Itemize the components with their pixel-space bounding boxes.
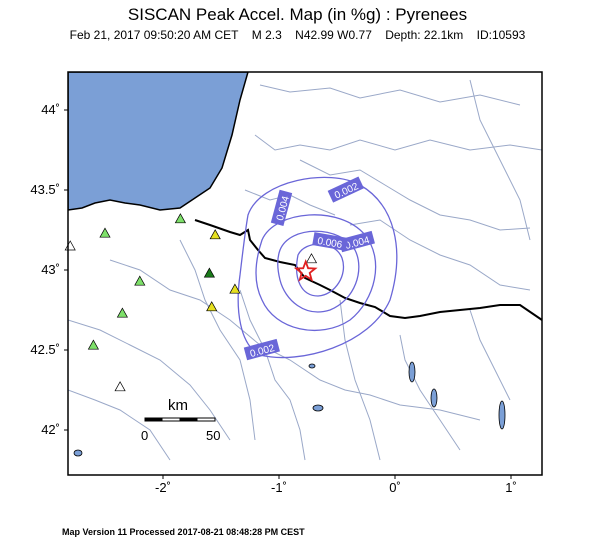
- stations-layer: [64, 213, 318, 392]
- contour-label: 0.006: [312, 232, 348, 251]
- station-marker: [229, 283, 241, 294]
- lon-label-minus2: -2˚: [155, 480, 171, 495]
- lon-label-1: 1˚: [505, 480, 517, 495]
- map-frame: [67, 71, 543, 476]
- station-marker: [209, 229, 221, 240]
- lat-label-44: 44˚: [41, 102, 60, 117]
- epicenter-star-icon: [293, 259, 318, 282]
- lakes: [73, 361, 506, 457]
- epicenter-layer: [293, 259, 318, 282]
- sea-area: [68, 72, 249, 211]
- scale-tick-0: 0: [141, 428, 149, 443]
- contour-label-text: 0.006: [316, 236, 343, 251]
- scale-unit: km: [168, 397, 188, 414]
- map-title: SISCAN Peak Accel. Map (in %g) : Pyrenee…: [127, 5, 468, 24]
- station-marker: [114, 381, 126, 392]
- contour-label: 0.004: [270, 189, 293, 226]
- station-marker: [174, 213, 186, 224]
- event-date: Feb 21, 2017 09:50:20 AM CET: [69, 28, 239, 42]
- station-marker: [116, 307, 128, 318]
- border-line: [194, 219, 542, 321]
- map-footer: Map Version 11 Processed 2017-08-21 08:4…: [62, 527, 305, 537]
- scale-bar: [144, 417, 216, 422]
- lat-label-43: 43˚: [41, 262, 60, 277]
- station-marker: [203, 267, 215, 278]
- event-id: ID:10593: [476, 28, 526, 42]
- pga-contours: [237, 176, 398, 359]
- station-marker: [134, 275, 146, 286]
- event-location: N42.99 W0.77: [295, 28, 372, 42]
- lon-label-0: 0˚: [389, 480, 401, 495]
- station-marker: [206, 301, 218, 312]
- event-magnitude: M 2.3: [251, 28, 282, 42]
- lat-label-42.5: 42.5˚: [30, 342, 60, 357]
- station-marker: [87, 339, 99, 350]
- scale-tick-50: 50: [206, 428, 221, 443]
- lat-label-42: 42˚: [41, 422, 60, 437]
- station-marker: [99, 227, 111, 238]
- event-depth: Depth: 22.1km: [385, 28, 464, 42]
- station-marker: [305, 253, 318, 264]
- axis-ticks: [64, 109, 512, 479]
- station-marker: [64, 240, 76, 251]
- lat-label-43.5: 43.5˚: [30, 182, 60, 197]
- event-info: Feb 21, 2017 09:50:20 AM CET M 2.3 N42.9…: [0, 28, 595, 42]
- lon-label-minus1: -1˚: [271, 480, 287, 495]
- contour-label: 0.002: [327, 176, 364, 203]
